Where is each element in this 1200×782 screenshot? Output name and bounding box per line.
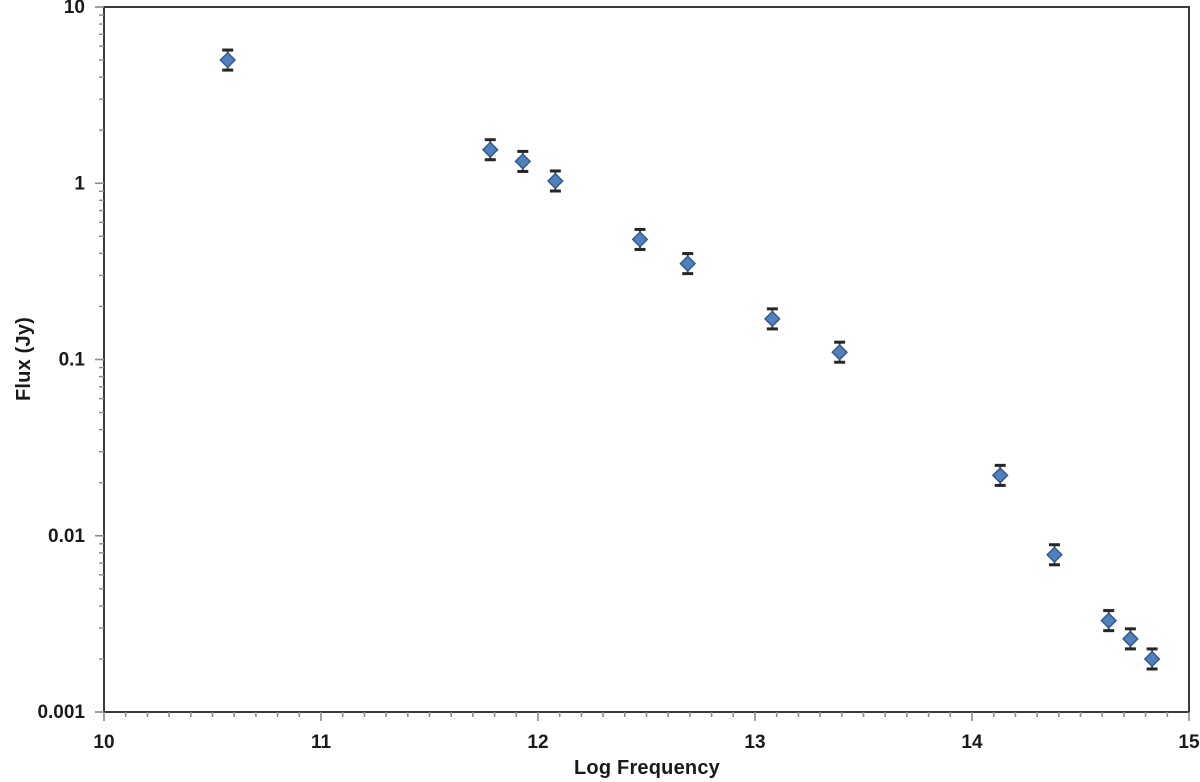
x-tick-label: 14 (961, 732, 983, 753)
data-point[interactable] (1100, 609, 1118, 633)
y-tick-label: 0.01 (48, 526, 85, 547)
x-axis-title: Log Frequency (574, 757, 721, 779)
diamond-marker-icon (1143, 650, 1161, 668)
diamond-marker-icon (1046, 546, 1063, 564)
data-point[interactable] (679, 252, 697, 276)
plot-area: 10 11 12 13 14 15 10 1 0.1 0.01 0.001 (37, 0, 1200, 753)
data-point[interactable] (514, 149, 532, 173)
data-point[interactable] (546, 169, 564, 193)
diamond-marker-icon (514, 153, 532, 170)
diamond-marker-icon (1100, 612, 1118, 629)
data-point[interactable] (631, 227, 649, 251)
diamond-marker-icon (546, 172, 564, 190)
x-tick-label: 10 (93, 732, 114, 753)
data-point[interactable] (1122, 627, 1139, 651)
data-point[interactable] (481, 138, 499, 162)
y-tick-label: 0.001 (37, 702, 85, 723)
y-axis-title: Flux (Jy) (13, 317, 35, 401)
x-tick-label: 11 (311, 732, 332, 753)
x-tick-label: 13 (744, 732, 765, 753)
plot-border (103, 6, 1190, 713)
x-axis-ticks (103, 712, 1190, 721)
diamond-marker-icon (831, 343, 848, 361)
diamond-marker-icon (481, 141, 499, 159)
diamond-marker-icon (763, 310, 781, 328)
x-tick-label: 12 (527, 732, 548, 753)
y-tick-label: 10 (64, 0, 85, 18)
data-point[interactable] (1143, 647, 1161, 671)
data-point[interactable] (1046, 543, 1063, 567)
y-axis-ticks (95, 6, 104, 713)
data-series (219, 48, 1161, 671)
y-tick-label: 1 (74, 173, 85, 194)
diamond-marker-icon (679, 255, 697, 272)
data-point[interactable] (219, 48, 237, 72)
data-point[interactable] (763, 307, 781, 331)
diamond-marker-icon (631, 231, 649, 248)
diamond-marker-icon (991, 467, 1009, 484)
diamond-marker-icon (219, 51, 237, 69)
data-point[interactable] (831, 340, 848, 364)
x-tick-label: 15 (1178, 732, 1200, 753)
x-axis-tick-labels: 10 11 12 13 14 15 (93, 732, 1200, 753)
diamond-marker-icon (1122, 630, 1139, 648)
data-point[interactable] (991, 463, 1009, 487)
y-tick-label: 0.1 (59, 350, 86, 371)
y-axis-tick-labels: 10 1 0.1 0.01 0.001 (37, 0, 85, 723)
